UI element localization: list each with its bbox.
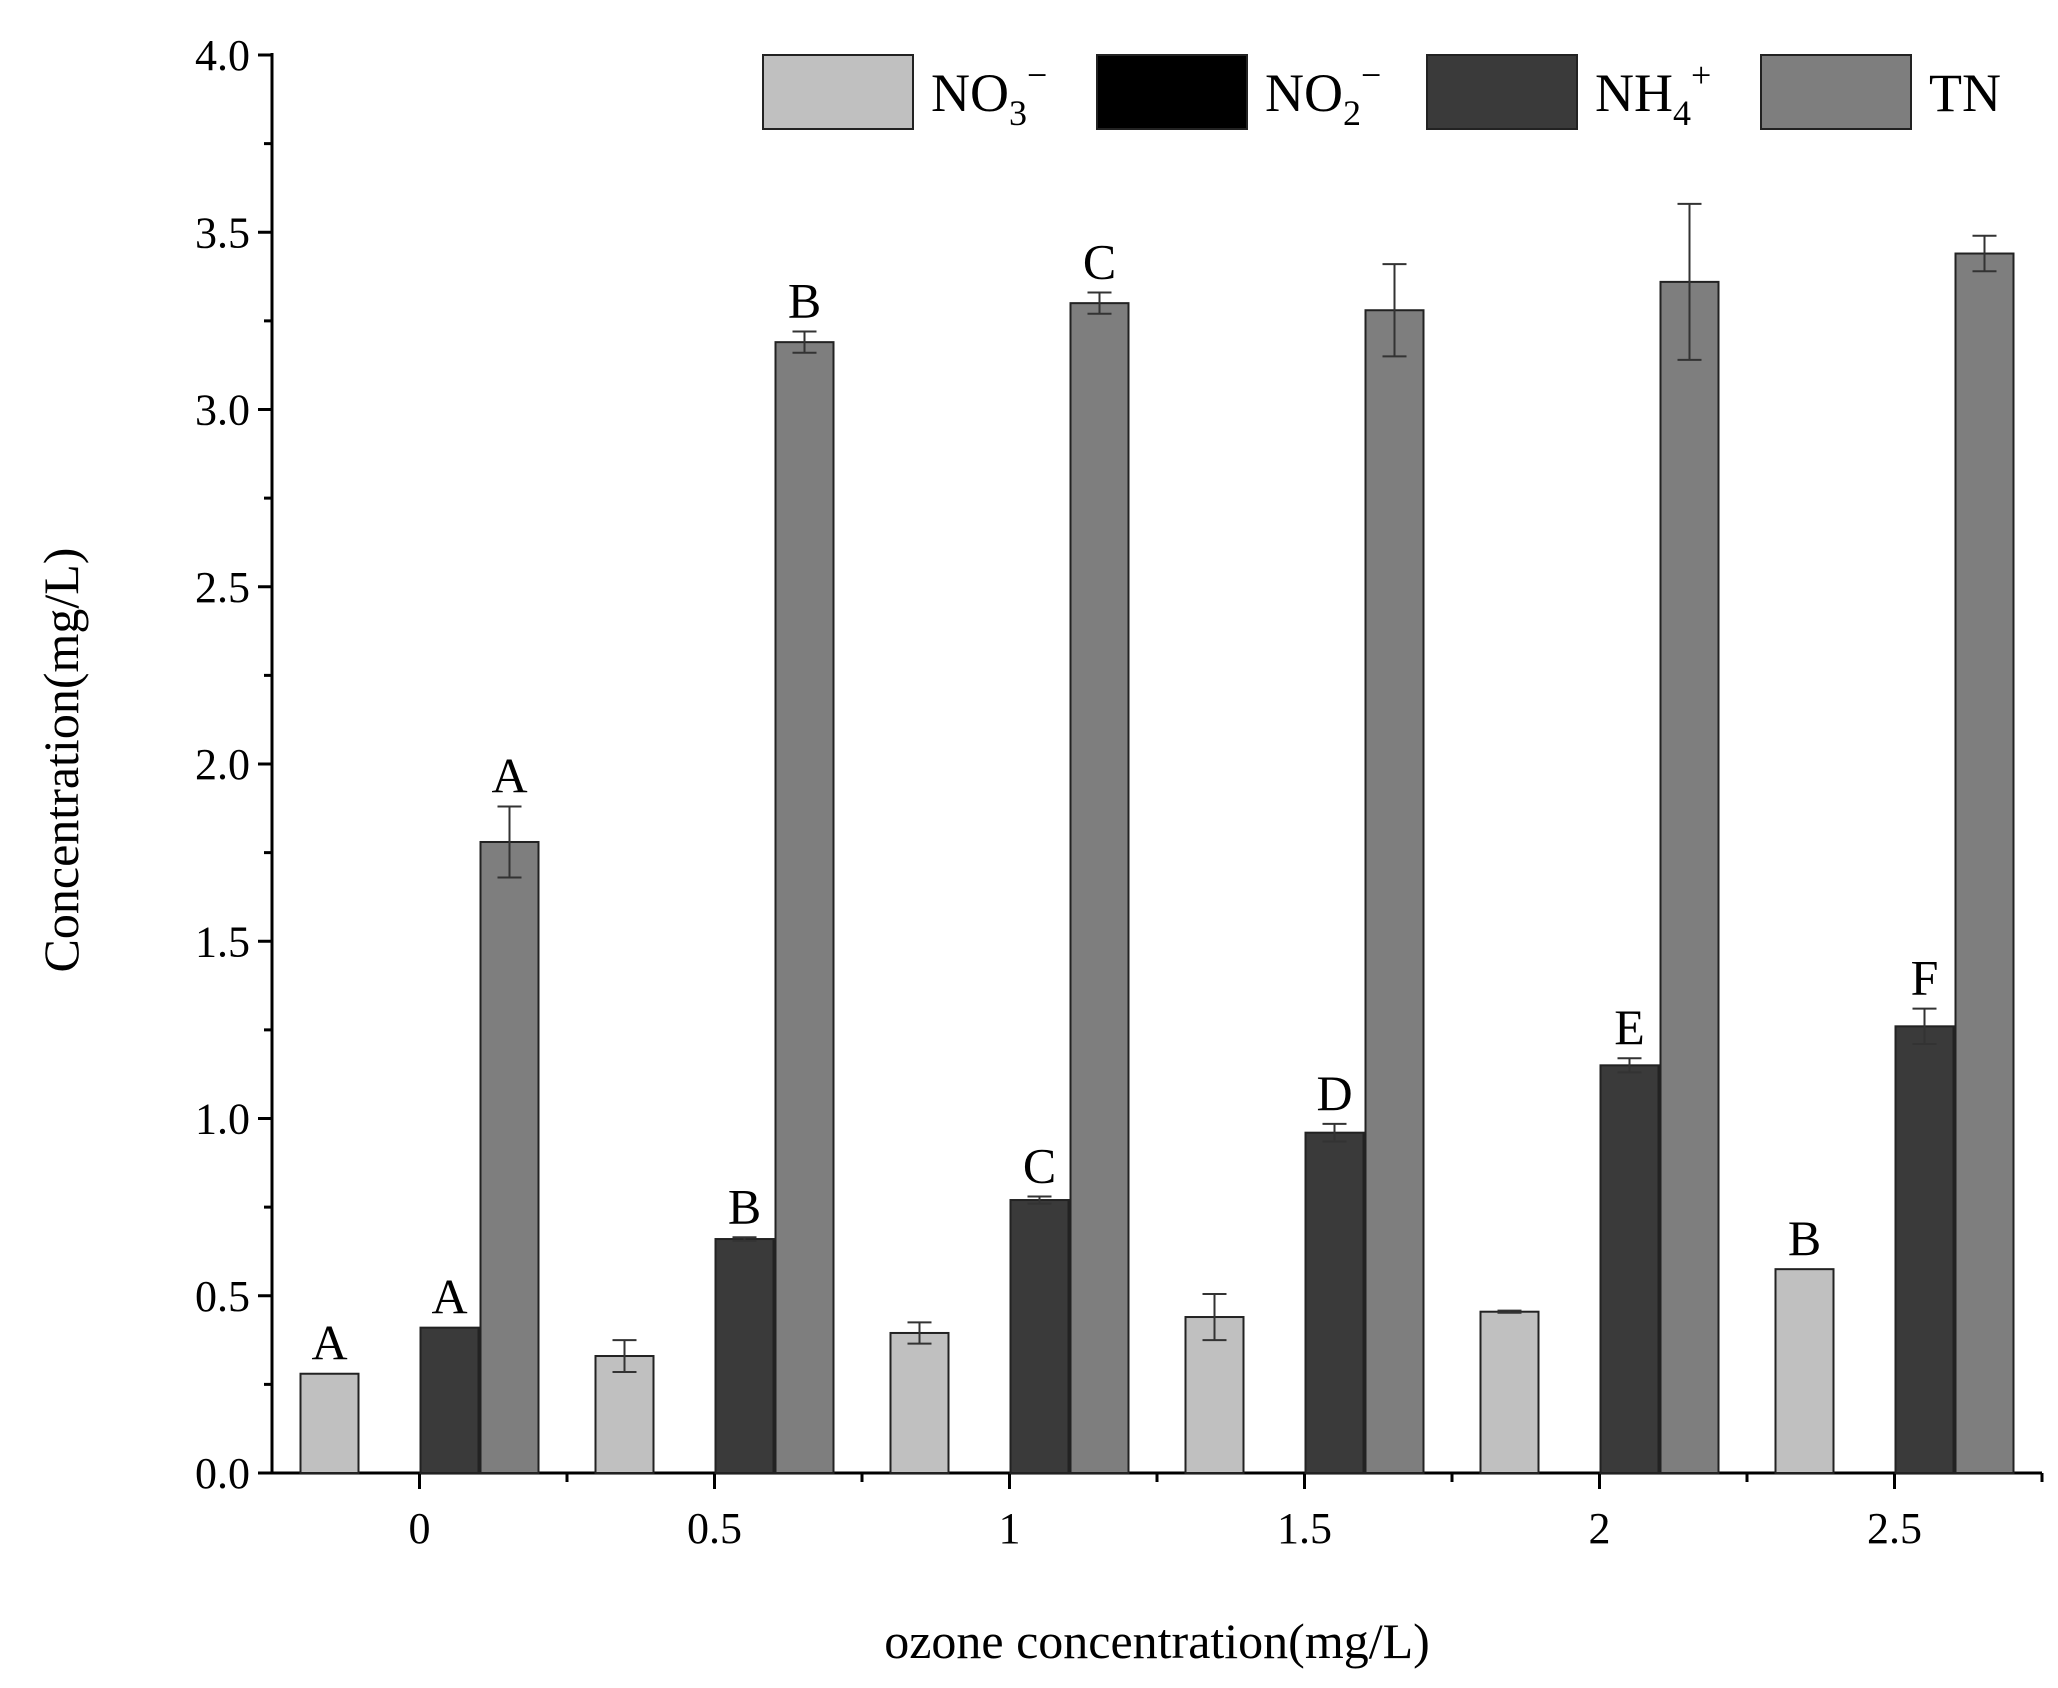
error-bar: [732, 1236, 757, 1242]
y-axis-title: Concentration(mg/L): [33, 548, 89, 973]
y-tick-label: 0.0: [195, 1449, 250, 1498]
significance-label: A: [311, 1315, 347, 1371]
bar-TN-0_5: [774, 341, 835, 1474]
y-tick-label: 4.0: [195, 31, 250, 80]
error-bar: [497, 805, 522, 879]
error-bar: [1202, 1292, 1227, 1342]
significance-label: E: [1614, 999, 1645, 1055]
error-bar: [1382, 263, 1407, 358]
error-bar: [1322, 1122, 1347, 1143]
legend-swatch: [1760, 54, 1912, 130]
bar-TN-1: [1069, 302, 1130, 1474]
significance-label: C: [1083, 234, 1116, 290]
bar-TN-2_5: [1954, 252, 2015, 1474]
error-bar: [1617, 1057, 1642, 1074]
y-tick-label: 3.0: [195, 386, 250, 435]
y-tick-label: 0.5: [195, 1272, 250, 1321]
error-bar: [612, 1339, 637, 1373]
legend-swatch: [1096, 54, 1248, 130]
error-bar: [792, 330, 817, 354]
legend-swatch: [762, 54, 914, 130]
significance-label: D: [1316, 1065, 1352, 1121]
bar-NO3-0: [299, 1372, 360, 1474]
legend-item-NH4: NH4+: [1426, 54, 1711, 133]
significance-label: C: [1023, 1137, 1056, 1193]
significance-label: B: [1788, 1210, 1821, 1266]
bar-NO3-1: [889, 1331, 950, 1475]
significance-label: A: [491, 748, 527, 804]
x-tick-label: 1: [999, 1504, 1021, 1553]
error-bar: [1087, 291, 1112, 315]
y-tick-label: 1.5: [195, 917, 250, 966]
error-bar: [1972, 234, 1997, 273]
legend-item-NO3: NO3−: [762, 54, 1047, 133]
error-bar: [1912, 1007, 1937, 1046]
error-bar: [1677, 202, 1702, 361]
legend: NO3− NO2− NH4+ TN: [762, 54, 2001, 133]
y-axis: 0.0 0.5 1.0 1.5 2.0 2.5 3.0 3.5 4.0: [195, 31, 274, 1498]
bar-NH4-0_5: [714, 1238, 775, 1475]
bar-NH4-1_5: [1304, 1131, 1365, 1475]
significance-label: B: [728, 1178, 761, 1234]
legend-swatch: [1426, 54, 1578, 130]
bar-NH4-2_5: [1894, 1025, 1955, 1474]
bar-TN-2: [1659, 280, 1720, 1474]
x-tick-label: 1.5: [1277, 1504, 1332, 1553]
error-bar: [907, 1321, 932, 1345]
legend-label: TN: [1929, 63, 2001, 123]
error-bar: [1027, 1195, 1052, 1205]
legend-item-TN: TN: [1760, 54, 2001, 130]
bar-NO3-2_5: [1774, 1268, 1835, 1474]
significance-label: F: [1911, 950, 1939, 1006]
y-tick-label: 2.5: [195, 563, 250, 612]
x-axis-title: ozone concentration(mg/L): [884, 1613, 1430, 1669]
y-tick-label: 1.0: [195, 1095, 250, 1144]
bar-TN-0: [479, 840, 540, 1474]
y-tick-label: 3.5: [195, 208, 250, 257]
bar-NO3-0_5: [594, 1355, 655, 1475]
bar-series-group: A A A B B C C D E B F: [299, 202, 2015, 1475]
significance-label: B: [788, 273, 821, 329]
legend-label: NO2−: [1265, 55, 1381, 133]
bar-NO3-2: [1479, 1310, 1540, 1475]
x-tick-label: 2: [1589, 1504, 1611, 1553]
x-tick-label: 0: [409, 1504, 431, 1553]
x-tick-label: 0.5: [687, 1504, 742, 1553]
significance-label: A: [431, 1269, 467, 1325]
bar-NH4-1: [1009, 1199, 1070, 1475]
legend-label: NO3−: [931, 55, 1047, 133]
x-tick-label: 2.5: [1867, 1504, 1922, 1553]
legend-item-NO2: NO2−: [1096, 54, 1381, 133]
error-bar: [1497, 1309, 1522, 1314]
bar-NO3-1_5: [1184, 1316, 1245, 1475]
y-tick-label: 2.0: [195, 740, 250, 789]
bar-NH4-0: [419, 1326, 480, 1475]
bar-TN-1_5: [1364, 309, 1425, 1474]
bar-NH4-2: [1599, 1064, 1660, 1474]
legend-label: NH4+: [1595, 55, 1711, 133]
x-axis: 0 0.5 1 1.5 2 2.5: [272, 1471, 2044, 1553]
